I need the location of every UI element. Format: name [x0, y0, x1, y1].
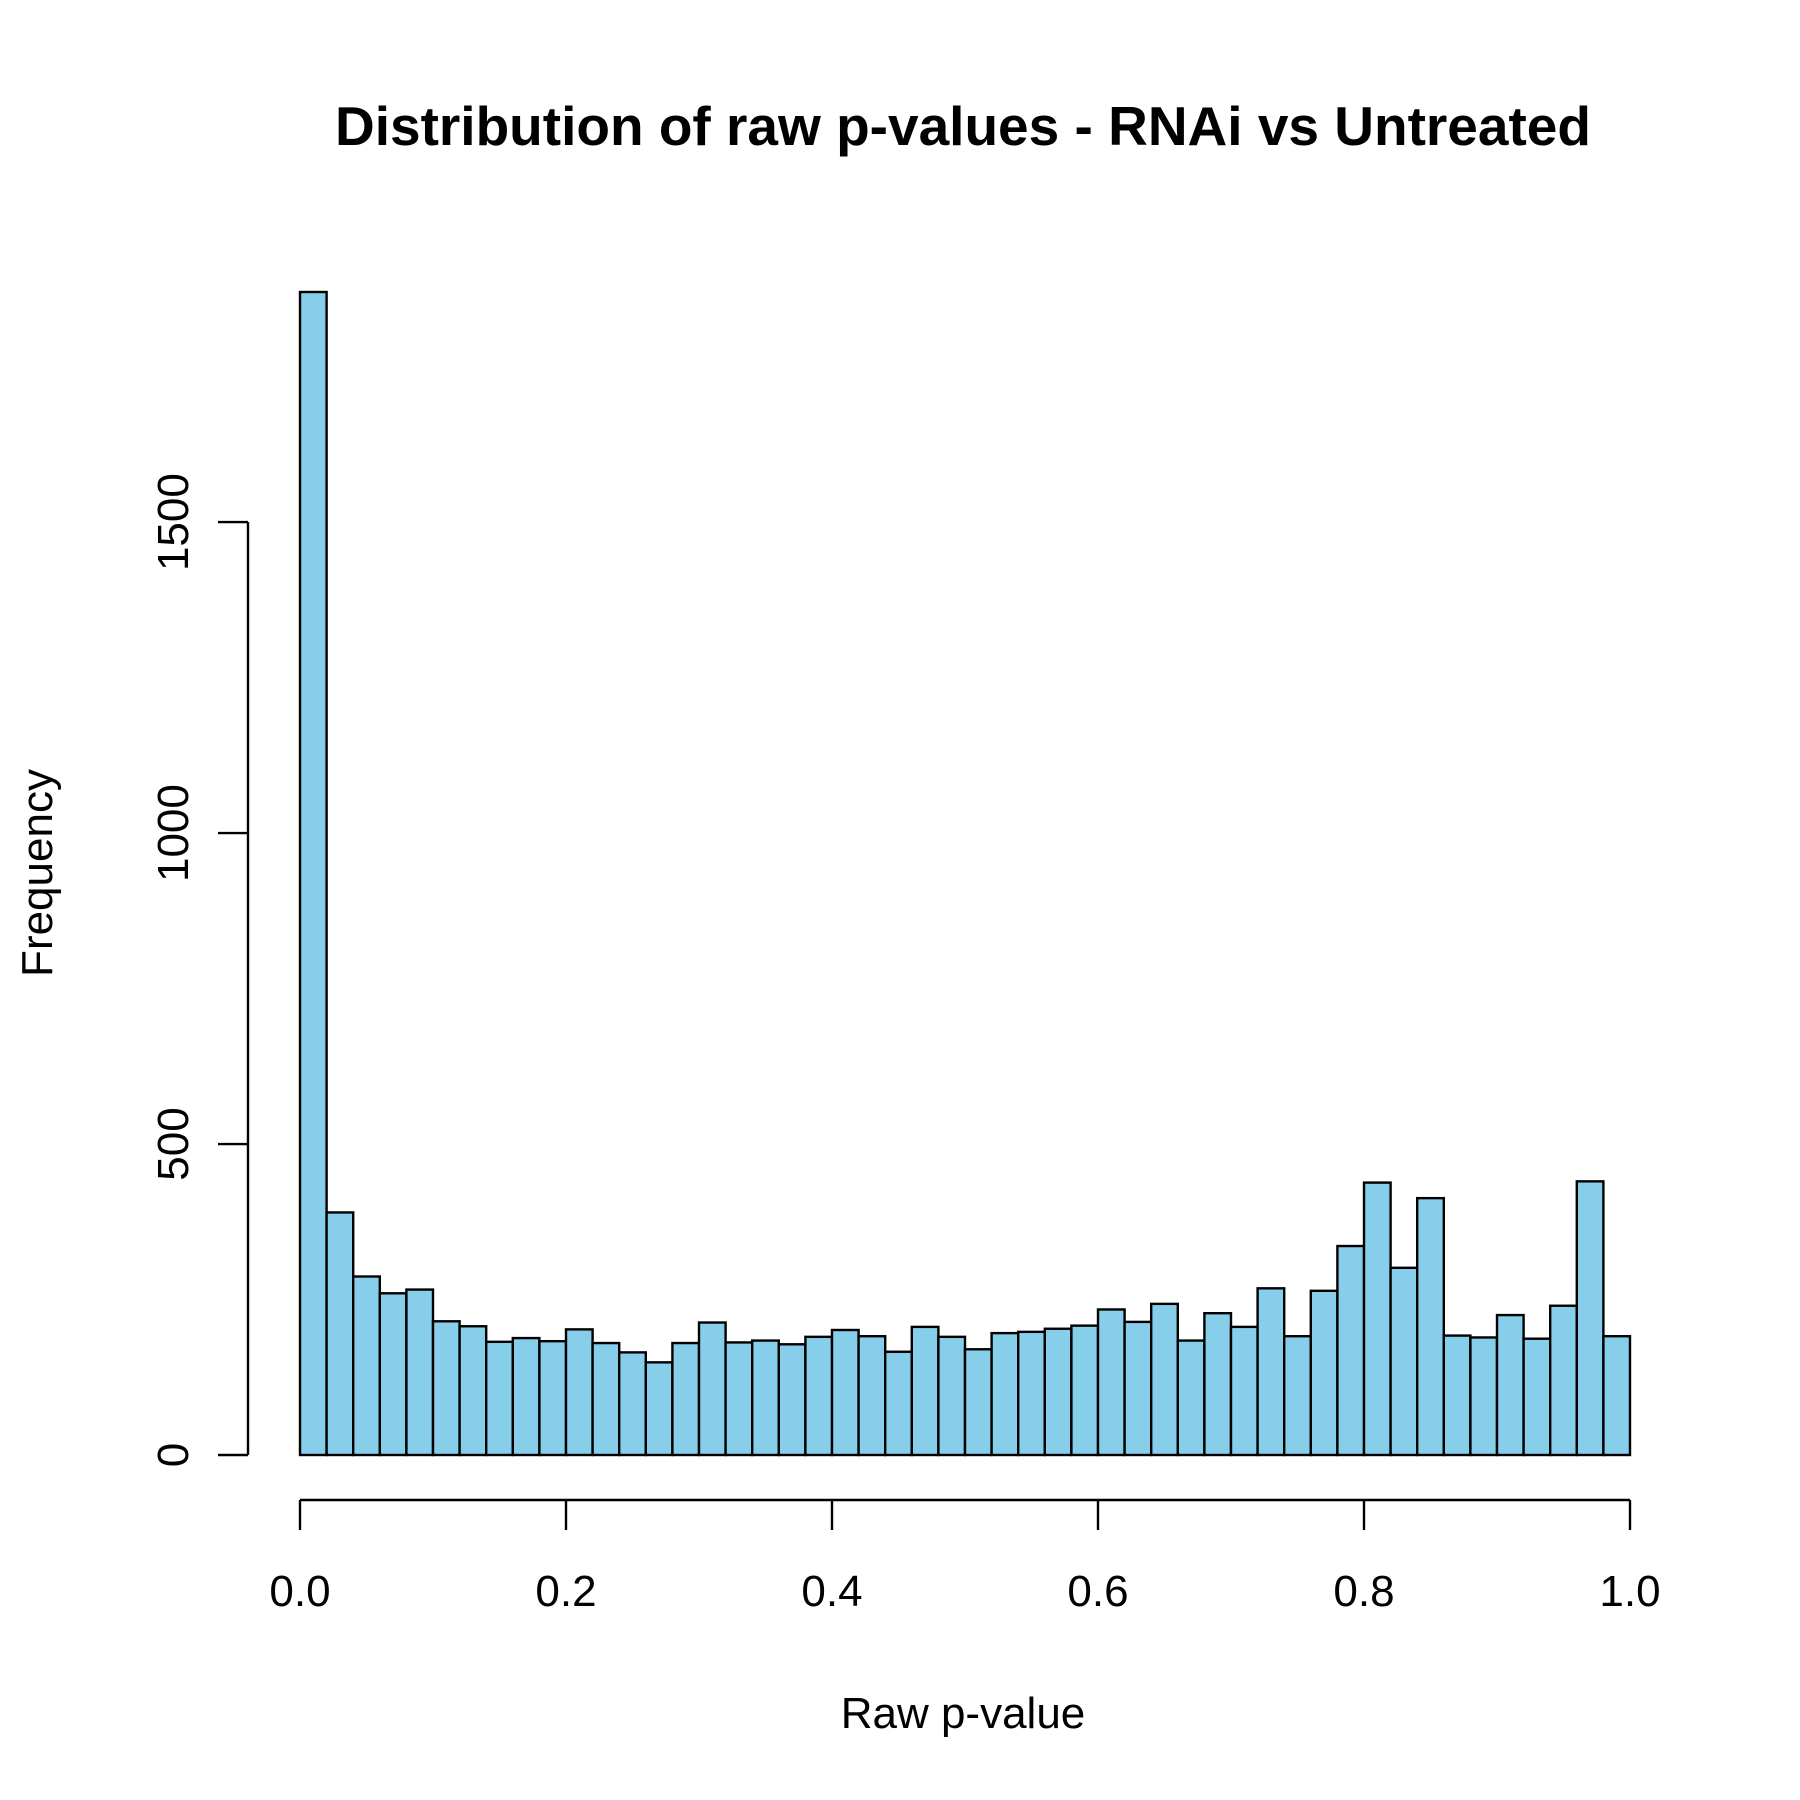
histogram-bar: [884, 1350, 914, 1457]
histogram-bar: [1309, 1289, 1339, 1457]
histogram-bar: [1415, 1196, 1445, 1457]
x-axis: 0.0 0.2 0.4 0.6 0.8 1.0: [269, 1498, 1661, 1616]
bars-group: [298, 290, 1632, 1457]
x-tick-label: 0.6: [1067, 1567, 1128, 1616]
y-axis: 0 500 1000 1500: [149, 473, 250, 1467]
histogram-bar: [937, 1335, 967, 1457]
x-tick-label: 0.4: [801, 1567, 862, 1616]
histogram-bar: [1389, 1266, 1419, 1457]
histogram-bar: [1256, 1287, 1286, 1457]
y-tick-label: 0: [149, 1443, 198, 1467]
y-tick-label: 1000: [149, 784, 198, 882]
histogram-bar: [1575, 1180, 1605, 1457]
x-tick-label: 1.0: [1599, 1567, 1660, 1616]
histogram-bar: [963, 1348, 993, 1457]
x-tick-label: 0.0: [269, 1567, 330, 1616]
chart-title: Distribution of raw p-values - RNAi vs U…: [335, 95, 1591, 157]
histogram-bar: [1149, 1302, 1179, 1457]
histogram-bar: [325, 1211, 355, 1457]
histogram-bar: [1362, 1181, 1392, 1457]
histogram-bar: [671, 1341, 701, 1457]
histogram-bar: [1096, 1308, 1126, 1457]
histogram-bar: [1442, 1334, 1472, 1457]
histogram-bar: [1070, 1324, 1100, 1457]
histogram-bar: [990, 1331, 1020, 1457]
histogram-bar: [298, 290, 328, 1457]
histogram-bar: [511, 1336, 541, 1457]
histogram-bar: [1469, 1336, 1499, 1457]
histogram-bar: [405, 1288, 435, 1457]
histogram-bar: [1522, 1337, 1552, 1457]
histogram-bar: [431, 1320, 461, 1457]
histogram-bar: [830, 1328, 860, 1457]
histogram-bar: [777, 1343, 807, 1457]
y-tick-label: 1500: [149, 473, 198, 571]
histogram-bar: [485, 1340, 515, 1457]
histogram-bar: [644, 1361, 674, 1457]
histogram-bar: [352, 1275, 382, 1457]
histogram-bar: [804, 1335, 834, 1457]
histogram-bar: [458, 1325, 488, 1457]
histogram-bar: [697, 1321, 727, 1457]
histogram-bar: [1229, 1325, 1259, 1457]
histogram-bar: [857, 1335, 887, 1457]
x-tick-label: 0.2: [535, 1567, 596, 1616]
histogram-bar: [1548, 1304, 1578, 1457]
histogram-bar: [1282, 1335, 1312, 1457]
histogram-bar: [1043, 1327, 1073, 1457]
histogram-bar: [1123, 1320, 1153, 1457]
histogram-bar: [1203, 1312, 1233, 1457]
histogram-bar: [564, 1328, 594, 1457]
histogram-bar: [378, 1292, 408, 1457]
histogram-bar: [538, 1339, 568, 1457]
histogram-bar: [618, 1351, 648, 1457]
histogram-bar: [1176, 1339, 1206, 1457]
histogram-bar: [591, 1341, 621, 1457]
x-axis-label: Raw p-value: [841, 1689, 1086, 1738]
histogram-bar: [1017, 1330, 1047, 1457]
x-tick-label: 0.8: [1333, 1567, 1394, 1616]
y-axis-label: Frequency: [13, 769, 62, 977]
histogram-bar: [1336, 1244, 1366, 1457]
histogram-bar: [910, 1325, 940, 1457]
histogram-bar: [751, 1339, 781, 1457]
y-tick-label: 500: [149, 1107, 198, 1180]
histogram-bar: [1495, 1313, 1525, 1457]
histogram-bar: [724, 1341, 754, 1457]
histogram-bar: [1602, 1335, 1632, 1457]
